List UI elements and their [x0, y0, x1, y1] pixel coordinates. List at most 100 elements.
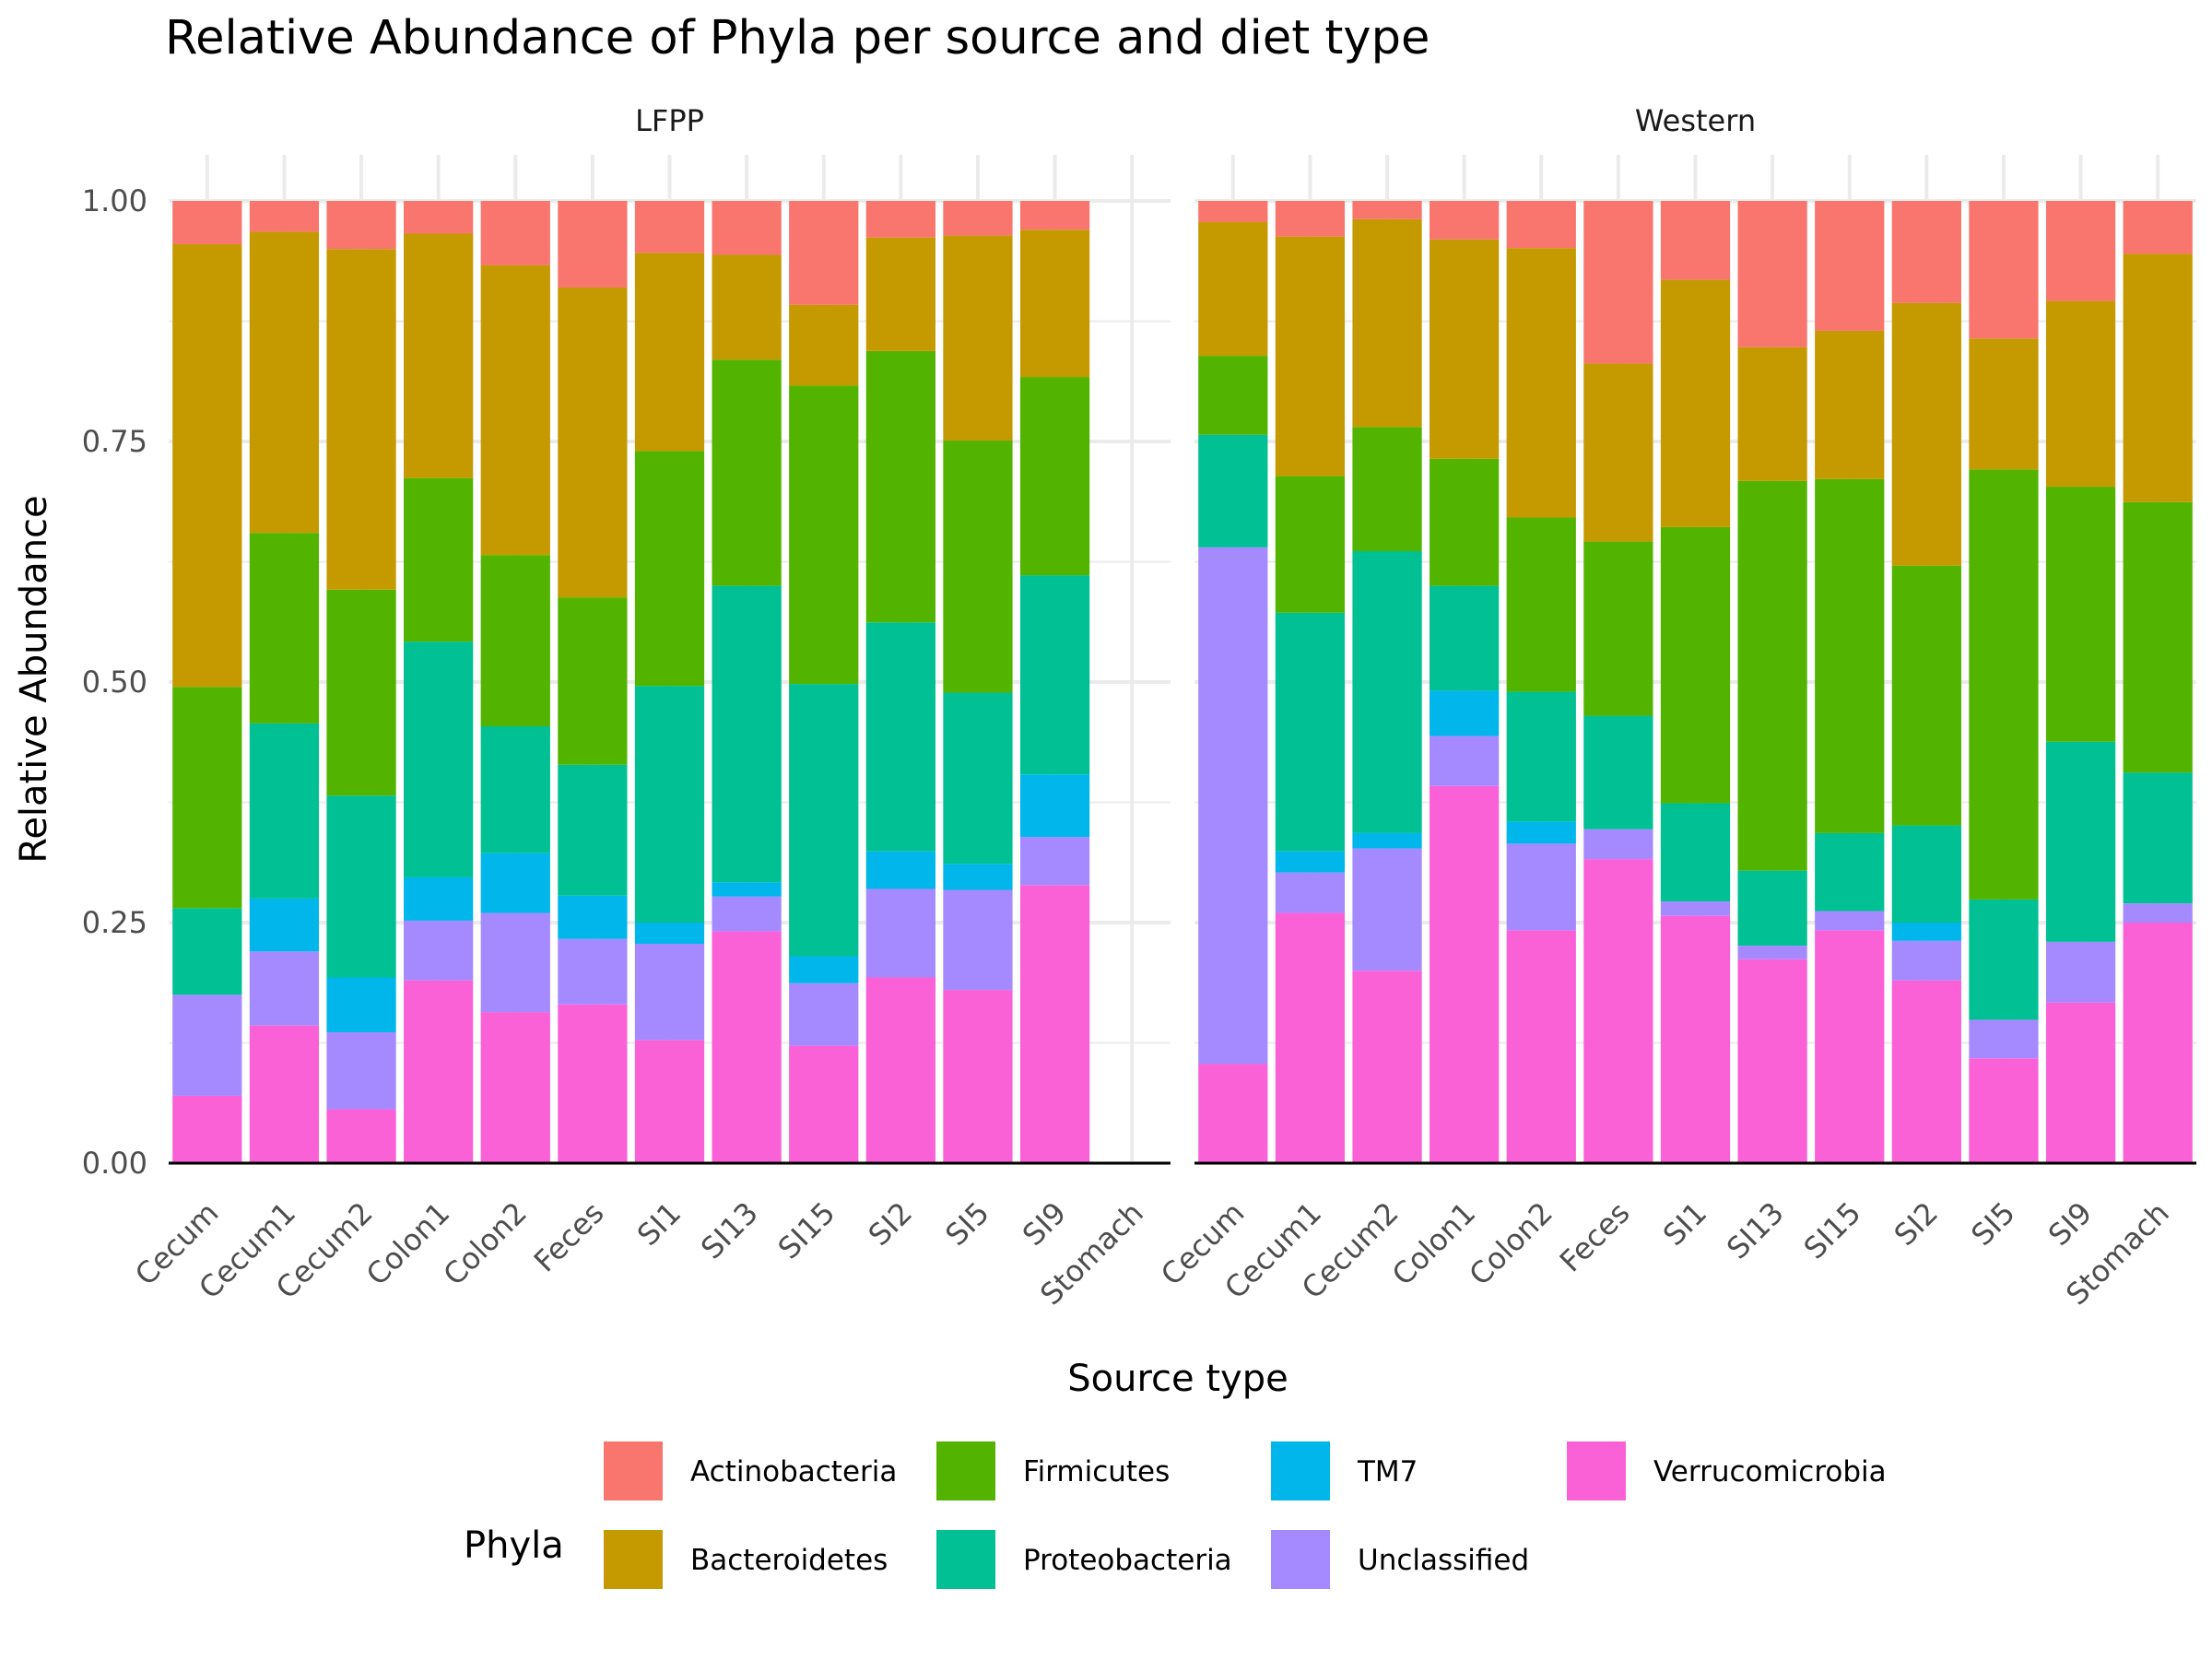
bar-segment-verrucomicrobia — [480, 1012, 550, 1163]
bar-segment-bacteroidetes — [865, 237, 935, 351]
bar-segment-actinobacteria — [1506, 201, 1576, 249]
bar-segment-actinobacteria — [1891, 201, 1961, 303]
bar-segment-bacteroidetes — [326, 249, 396, 590]
bar-western-feces — [1583, 201, 1653, 1163]
bar-segment-actinobacteria — [943, 201, 1013, 236]
bar-segment-proteobacteria — [1737, 870, 1807, 947]
bar-lfpp-colon2 — [480, 201, 550, 1163]
bar-segment-unclassified — [1815, 911, 1885, 931]
bar-segment-tm7 — [1891, 923, 1961, 941]
legend-label: Verrucomicrobia — [1653, 1455, 1887, 1488]
bar-western-cecum — [1198, 201, 1268, 1163]
bar-segment-verrucomicrobia — [1891, 980, 1961, 1163]
bar-segment-proteobacteria — [1275, 612, 1346, 852]
bar-segment-firmicutes — [2045, 487, 2116, 742]
bar-segment-bacteroidetes — [2045, 300, 2116, 488]
y-tick-label: 0.75 — [82, 424, 147, 459]
bar-segment-verrucomicrobia — [404, 980, 474, 1163]
bar-segment-proteobacteria — [172, 908, 242, 995]
bar-segment-firmicutes — [1737, 480, 1807, 871]
bar-segment-bacteroidetes — [1660, 279, 1731, 527]
bar-segment-proteobacteria — [249, 723, 320, 899]
bar-segment-unclassified — [789, 982, 859, 1046]
bar-segment-proteobacteria — [1019, 575, 1090, 775]
bar-segment-actinobacteria — [1430, 201, 1500, 240]
legend-label: Firmicutes — [1023, 1455, 1170, 1488]
bar-segment-bacteroidetes — [404, 233, 474, 478]
legend-swatch — [936, 1441, 995, 1500]
bar-segment-tm7 — [249, 898, 320, 952]
y-tick-label: 0.00 — [82, 1146, 147, 1181]
bar-segment-tm7 — [1275, 851, 1346, 873]
bar-segment-proteobacteria — [2045, 741, 2116, 942]
bar-segment-verrucomicrobia — [1352, 971, 1422, 1163]
bar-segment-verrucomicrobia — [1198, 1064, 1268, 1163]
bar-segment-firmicutes — [865, 350, 935, 623]
bar-segment-bacteroidetes — [634, 253, 705, 452]
bar-segment-proteobacteria — [326, 795, 396, 978]
facet-label: Western — [1635, 103, 1756, 138]
x-axis-title: Source type — [1067, 1358, 1288, 1400]
bar-segment-proteobacteria — [712, 585, 782, 883]
bar-segment-unclassified — [1583, 829, 1653, 860]
bar-lfpp-colon1 — [404, 201, 474, 1163]
bar-segment-actinobacteria — [1275, 201, 1346, 237]
legend-swatch — [1271, 1441, 1330, 1500]
bar-segment-unclassified — [404, 920, 474, 981]
bar-segment-unclassified — [1352, 848, 1422, 971]
bar-segment-proteobacteria — [1352, 551, 1422, 833]
bar-segment-firmicutes — [1969, 469, 2039, 900]
bar-segment-actinobacteria — [789, 201, 859, 305]
bar-segment-actinobacteria — [1737, 201, 1807, 347]
bar-lfpp-si9 — [1019, 201, 1090, 1163]
bar-segment-actinobacteria — [480, 201, 550, 265]
bar-segment-unclassified — [2123, 903, 2193, 923]
bar-segment-verrucomicrobia — [2123, 923, 2193, 1163]
bar-segment-firmicutes — [1275, 476, 1346, 613]
bar-segment-bacteroidetes — [480, 265, 550, 556]
bar-lfpp-si15 — [789, 201, 859, 1163]
y-tick-label: 1.00 — [82, 183, 147, 218]
bar-segment-verrucomicrobia — [558, 1004, 628, 1163]
bar-segment-actinobacteria — [1969, 201, 2039, 339]
bar-segment-unclassified — [943, 889, 1013, 991]
bar-segment-unclassified — [558, 938, 628, 1005]
bar-segment-bacteroidetes — [1969, 338, 2039, 470]
bar-segment-actinobacteria — [712, 201, 782, 255]
bar-segment-unclassified — [1660, 901, 1731, 916]
bar-lfpp-feces — [558, 201, 628, 1163]
bar-western-colon1 — [1430, 201, 1500, 1163]
bar-segment-bacteroidetes — [558, 287, 628, 598]
bar-segment-tm7 — [634, 923, 705, 944]
legend-label: Unclassified — [1358, 1544, 1529, 1577]
bar-segment-firmicutes — [1583, 541, 1653, 716]
bar-segment-firmicutes — [1891, 565, 1961, 826]
bar-segment-actinobacteria — [326, 201, 396, 250]
legend-item-bacteroidetes: Bacteroidetes — [604, 1530, 888, 1589]
bar-segment-verrucomicrobia — [172, 1095, 242, 1163]
bar-segment-unclassified — [249, 951, 320, 1026]
bar-segment-verrucomicrobia — [1430, 785, 1500, 1163]
legend-swatch — [1271, 1530, 1330, 1589]
bar-lfpp-si5 — [943, 201, 1013, 1163]
bar-segment-tm7 — [326, 977, 396, 1033]
bar-segment-bacteroidetes — [1737, 347, 1807, 481]
bar-segment-firmicutes — [1430, 458, 1500, 586]
legend-swatch — [604, 1441, 663, 1500]
bar-segment-firmicutes — [943, 440, 1013, 693]
bar-segment-bacteroidetes — [1352, 218, 1422, 428]
bar-segment-bacteroidetes — [1815, 330, 1885, 479]
bar-segment-verrucomicrobia — [1275, 912, 1346, 1163]
bar-segment-proteobacteria — [1430, 585, 1500, 691]
bar-segment-tm7 — [712, 882, 782, 897]
bar-segment-firmicutes — [1352, 427, 1422, 552]
bar-western-si2 — [1891, 201, 1961, 1163]
bar-segment-actinobacteria — [1660, 201, 1731, 280]
legend-swatch — [604, 1530, 663, 1589]
bar-segment-verrucomicrobia — [1019, 885, 1090, 1163]
bar-segment-bacteroidetes — [1891, 302, 1961, 566]
bar-segment-bacteroidetes — [712, 254, 782, 360]
bar-segment-proteobacteria — [558, 764, 628, 896]
bar-segment-firmicutes — [1506, 517, 1576, 692]
